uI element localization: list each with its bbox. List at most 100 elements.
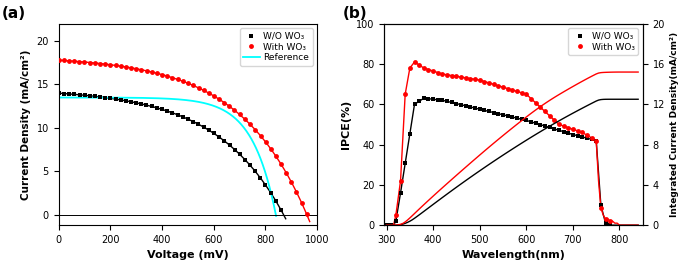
W/O WO₃ bbox=[462, 104, 470, 107]
With WO₃ bbox=[163, 74, 171, 78]
With WO₃ bbox=[220, 101, 228, 104]
W/O WO₃ bbox=[251, 169, 259, 173]
With WO₃ bbox=[96, 62, 104, 65]
With WO₃ bbox=[583, 134, 591, 137]
Reference bbox=[112, 96, 121, 99]
W/O WO₃ bbox=[541, 124, 549, 128]
W/O WO₃ bbox=[106, 97, 114, 100]
With WO₃ bbox=[545, 114, 553, 117]
W/O WO₃ bbox=[261, 183, 269, 186]
With WO₃ bbox=[60, 59, 68, 62]
With WO₃ bbox=[173, 78, 182, 81]
With WO₃ bbox=[429, 69, 437, 73]
W/O WO₃ bbox=[132, 101, 140, 104]
Reference bbox=[55, 96, 63, 99]
W/O WO₃ bbox=[434, 98, 442, 101]
With WO₃ bbox=[555, 123, 563, 126]
W/O WO₃ bbox=[246, 164, 254, 167]
W/O WO₃ bbox=[471, 106, 480, 110]
With WO₃ bbox=[508, 88, 516, 92]
W/O WO₃ bbox=[429, 98, 437, 101]
W/O WO₃ bbox=[220, 139, 228, 142]
W/O WO₃ bbox=[101, 96, 109, 99]
With WO₃ bbox=[132, 67, 140, 70]
W/O WO₃ bbox=[392, 219, 400, 223]
With WO₃ bbox=[91, 61, 99, 65]
W/O WO₃ bbox=[75, 93, 84, 96]
Reference bbox=[167, 97, 175, 101]
W/O WO₃ bbox=[448, 101, 456, 104]
With WO₃ bbox=[457, 76, 465, 79]
W/O WO₃ bbox=[189, 120, 197, 123]
W/O WO₃ bbox=[466, 105, 475, 109]
With WO₃ bbox=[75, 60, 84, 63]
W/O WO₃ bbox=[532, 122, 540, 125]
With WO₃ bbox=[606, 219, 614, 223]
With WO₃ bbox=[588, 136, 596, 139]
W/O WO₃ bbox=[583, 136, 591, 140]
W/O WO₃ bbox=[606, 223, 614, 227]
W/O WO₃ bbox=[503, 114, 512, 118]
With WO₃ bbox=[184, 82, 192, 85]
W/O WO₃ bbox=[592, 139, 600, 142]
W/O WO₃ bbox=[112, 98, 120, 101]
With WO₃ bbox=[503, 87, 512, 90]
With WO₃ bbox=[471, 78, 480, 81]
With WO₃ bbox=[536, 106, 545, 109]
W/O WO₃ bbox=[147, 105, 155, 108]
With WO₃ bbox=[392, 214, 400, 217]
W/O WO₃ bbox=[387, 223, 395, 227]
Line: Reference: Reference bbox=[59, 98, 276, 216]
With WO₃ bbox=[251, 128, 260, 131]
W/O WO₃ bbox=[96, 95, 104, 98]
Y-axis label: Integrated Current Density(mA/cm²): Integrated Current Density(mA/cm²) bbox=[671, 32, 680, 217]
With WO₃ bbox=[410, 60, 419, 64]
With WO₃ bbox=[80, 60, 88, 64]
With WO₃ bbox=[179, 80, 187, 83]
With WO₃ bbox=[495, 84, 503, 87]
With WO₃ bbox=[569, 128, 577, 131]
Legend: W/O WO₃, With WO₃: W/O WO₃, With WO₃ bbox=[568, 28, 638, 55]
Line: With WO₃: With WO₃ bbox=[56, 58, 309, 217]
W/O WO₃ bbox=[443, 100, 451, 103]
W/O WO₃ bbox=[522, 119, 530, 122]
W/O WO₃ bbox=[513, 117, 521, 120]
With WO₃ bbox=[122, 65, 130, 69]
With WO₃ bbox=[522, 93, 530, 96]
With WO₃ bbox=[475, 78, 484, 82]
W/O WO₃ bbox=[518, 118, 526, 121]
W/O WO₃ bbox=[173, 113, 182, 116]
With WO₃ bbox=[262, 140, 270, 144]
W/O WO₃ bbox=[90, 95, 99, 98]
W/O WO₃ bbox=[406, 132, 414, 135]
With WO₃ bbox=[65, 59, 73, 63]
X-axis label: Wavelength(nm): Wavelength(nm) bbox=[462, 251, 565, 260]
W/O WO₃ bbox=[231, 148, 239, 151]
With WO₃ bbox=[287, 180, 295, 184]
Reference bbox=[272, 214, 280, 218]
With WO₃ bbox=[210, 94, 218, 98]
With WO₃ bbox=[406, 66, 414, 70]
Text: (b): (b) bbox=[343, 6, 367, 21]
With WO₃ bbox=[158, 73, 166, 76]
W/O WO₃ bbox=[457, 103, 465, 106]
With WO₃ bbox=[215, 98, 223, 101]
W/O WO₃ bbox=[55, 92, 63, 95]
W/O WO₃ bbox=[401, 162, 410, 165]
W/O WO₃ bbox=[485, 110, 493, 113]
With WO₃ bbox=[272, 155, 280, 158]
Reference bbox=[96, 96, 104, 99]
With WO₃ bbox=[592, 139, 600, 142]
With WO₃ bbox=[420, 66, 428, 70]
W/O WO₃ bbox=[225, 144, 234, 147]
Line: With WO₃: With WO₃ bbox=[393, 60, 612, 223]
With WO₃ bbox=[466, 77, 475, 80]
With WO₃ bbox=[518, 91, 526, 94]
W/O WO₃ bbox=[70, 93, 78, 96]
W/O WO₃ bbox=[277, 209, 285, 212]
Reference bbox=[105, 96, 114, 99]
With WO₃ bbox=[169, 76, 177, 79]
With WO₃ bbox=[142, 69, 151, 72]
W/O WO₃ bbox=[127, 100, 135, 103]
W/O WO₃ bbox=[527, 120, 535, 123]
